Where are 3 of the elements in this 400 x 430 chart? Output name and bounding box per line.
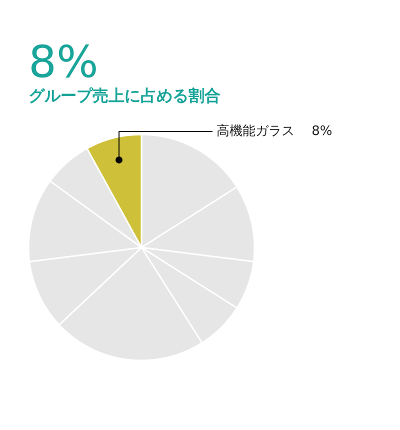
data-label: 8% — [28, 37, 98, 88]
text: グループ売上に占める割合 — [28, 86, 220, 105]
slice-label: 高機能ガラス 8% — [216, 123, 332, 139]
